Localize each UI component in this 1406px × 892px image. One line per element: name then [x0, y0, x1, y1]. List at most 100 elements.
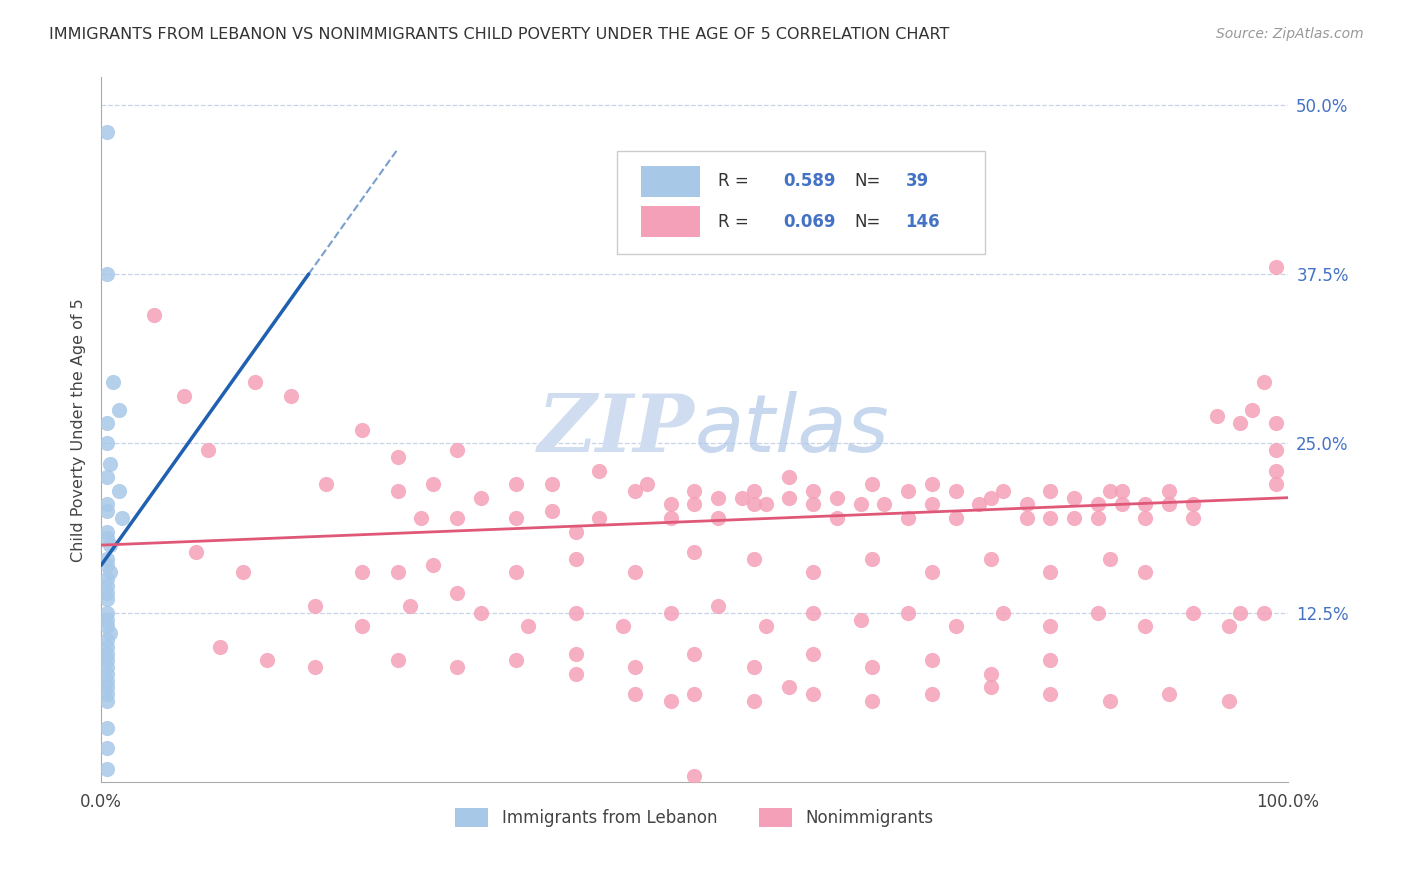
Point [897, 606, 920, 620]
Bar [641, 206, 700, 237]
Point [352, 423, 374, 437]
Point [1135, 566, 1157, 580]
Point [197, 443, 219, 458]
Point [624, 566, 647, 580]
Point [96, 436, 118, 450]
Point [387, 483, 409, 498]
Point [1241, 402, 1264, 417]
Point [387, 566, 409, 580]
Point [778, 681, 800, 695]
Point [1063, 491, 1085, 505]
Point [387, 450, 409, 464]
Point [862, 694, 884, 708]
Point [96, 721, 118, 735]
Point [564, 551, 586, 566]
Point [96, 640, 118, 654]
Point [1135, 498, 1157, 512]
Point [446, 511, 468, 525]
Point [801, 566, 824, 580]
Legend: Immigrants from Lebanon, Nonimmigrants: Immigrants from Lebanon, Nonimmigrants [449, 801, 941, 834]
Point [564, 666, 586, 681]
Point [1039, 653, 1062, 667]
Point [446, 443, 468, 458]
Point [96, 551, 118, 566]
Point [96, 619, 118, 633]
Point [1098, 483, 1121, 498]
Point [446, 585, 468, 599]
Point [1087, 498, 1109, 512]
Point [659, 511, 682, 525]
Point [111, 511, 134, 525]
Point [801, 647, 824, 661]
Point [945, 511, 967, 525]
Point [96, 416, 118, 430]
Text: atlas: atlas [695, 391, 889, 469]
Point [825, 511, 848, 525]
Point [1205, 409, 1227, 424]
Point [564, 647, 586, 661]
Point [742, 694, 765, 708]
Point [624, 483, 647, 498]
Point [742, 660, 765, 674]
Text: N=: N= [855, 172, 882, 190]
Point [1111, 498, 1133, 512]
Point [232, 566, 254, 580]
Point [411, 511, 433, 525]
Point [980, 666, 1002, 681]
Point [731, 491, 754, 505]
Point [96, 681, 118, 695]
Point [1265, 416, 1288, 430]
Point [683, 647, 706, 661]
Point [921, 566, 943, 580]
Point [1039, 511, 1062, 525]
Point [96, 613, 118, 627]
Point [541, 477, 564, 491]
Point [921, 687, 943, 701]
Point [980, 551, 1002, 566]
Point [1253, 606, 1275, 620]
Point [1111, 483, 1133, 498]
Point [1265, 464, 1288, 478]
Point [1063, 511, 1085, 525]
Point [422, 477, 444, 491]
Point [100, 626, 122, 640]
Point [100, 566, 122, 580]
Point [564, 606, 586, 620]
Point [470, 491, 492, 505]
Text: 0.069: 0.069 [783, 213, 837, 231]
Point [624, 687, 647, 701]
FancyBboxPatch shape [617, 152, 986, 253]
Point [541, 504, 564, 518]
Point [256, 653, 278, 667]
Point [967, 498, 990, 512]
Point [96, 660, 118, 674]
Point [1253, 376, 1275, 390]
Point [755, 619, 778, 633]
Point [659, 606, 682, 620]
Text: R =: R = [718, 172, 754, 190]
Point [96, 647, 118, 661]
Point [897, 483, 920, 498]
Point [505, 477, 527, 491]
Point [505, 511, 527, 525]
Point [1181, 498, 1204, 512]
Point [470, 606, 492, 620]
Point [245, 376, 267, 390]
Point [742, 498, 765, 512]
Point [96, 585, 118, 599]
Bar [641, 166, 700, 197]
Point [1265, 443, 1288, 458]
Point [1098, 551, 1121, 566]
Point [862, 660, 884, 674]
Point [1039, 566, 1062, 580]
Point [101, 376, 124, 390]
Point [96, 267, 118, 281]
Point [862, 551, 884, 566]
Point [1229, 416, 1251, 430]
Point [707, 599, 730, 614]
Text: ZIP: ZIP [537, 392, 695, 468]
Point [1039, 687, 1062, 701]
Text: 146: 146 [905, 213, 941, 231]
Point [1229, 606, 1251, 620]
Point [683, 498, 706, 512]
